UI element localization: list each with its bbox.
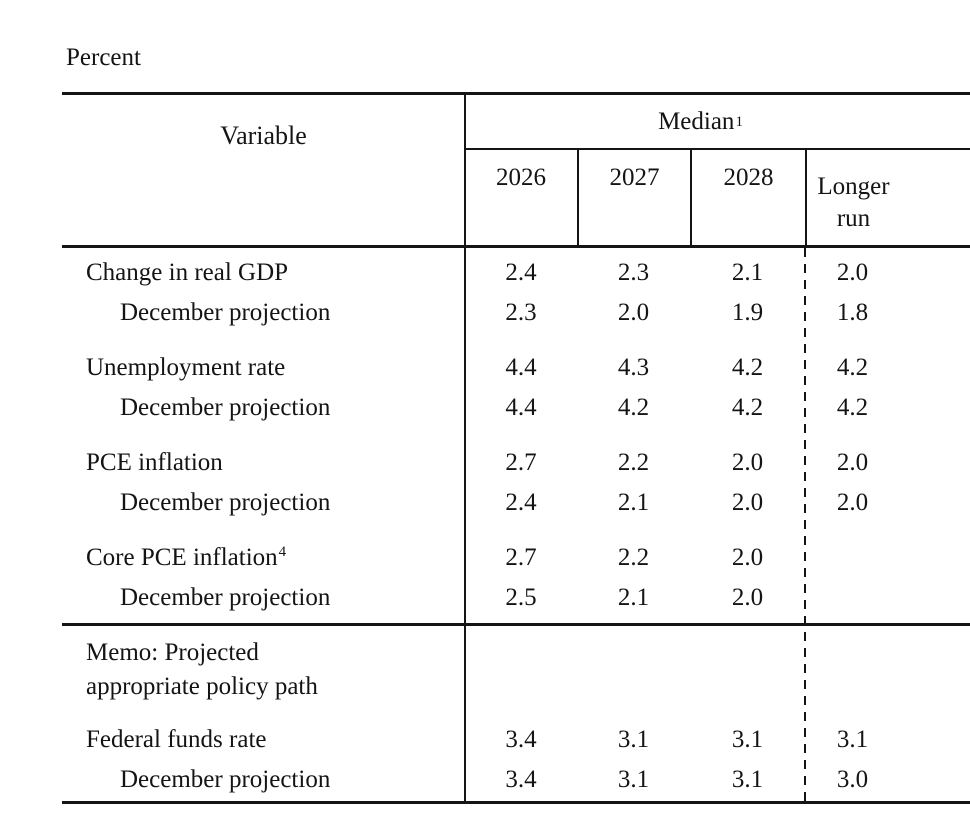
- year-header-2026: 2026: [496, 164, 546, 191]
- table-body: Change in real GDP 2.4 2.3 2.1 2.0 Decem…: [62, 248, 970, 623]
- cell-2028: 2.0: [731, 584, 764, 611]
- cell-2027: 4.2: [617, 394, 650, 421]
- cell-2026: 2.5: [505, 584, 537, 611]
- cell-longer-run: 3.1: [836, 726, 869, 753]
- cell-2028: 2.0: [731, 449, 764, 476]
- longer-run-line2: run: [836, 204, 871, 232]
- cell-2027: 2.2: [617, 544, 650, 571]
- row-label: December projection: [120, 489, 331, 516]
- cell-2028: 4.2: [731, 394, 764, 421]
- cell-2027: 4.3: [617, 354, 650, 381]
- cell-longer-run: 2.0: [836, 489, 869, 516]
- cell-longer-run: 4.2: [836, 394, 869, 421]
- row-label: Federal funds rate: [86, 726, 267, 753]
- row-label: PCE inflation: [86, 449, 223, 476]
- cell-2027: 3.1: [617, 726, 650, 753]
- row-label: December projection: [120, 394, 331, 421]
- table-row-federal-funds-december: December projection 3.4 3.1 3.1 3.0: [62, 760, 970, 800]
- header-bottom-rule: [62, 245, 970, 248]
- memo-section-rule: [62, 623, 970, 626]
- year-header-longer-run: Longer run: [805, 150, 970, 245]
- memo-label: Memo: Projected appropriate policy path: [62, 636, 970, 704]
- memo-line2: appropriate policy path: [86, 673, 318, 700]
- table-row-unemployment-december: December projection 4.4 4.2 4.2 4.2: [62, 388, 970, 428]
- row-label-text: Core PCE inflation: [86, 544, 278, 571]
- table-header: Variable Median 1 2026 2027 2028 Longer r…: [62, 95, 970, 245]
- variable-column-divider: [464, 92, 466, 804]
- year-header-2028: 2028: [690, 150, 805, 245]
- median-header-text: Median: [658, 107, 735, 135]
- variable-header: Variable: [220, 121, 307, 150]
- cell-2028: 4.2: [731, 354, 764, 381]
- table-row-gdp: Change in real GDP 2.4 2.3 2.1 2.0: [62, 253, 970, 293]
- economic-projections-table: Variable Median 1 2026 2027 2028 Longer r…: [62, 92, 970, 804]
- table-bottom-rule: [62, 801, 970, 804]
- table-row-core-pce-inflation: Core PCE inflation4 2.7 2.2 2.0: [62, 538, 970, 578]
- row-label: Core PCE inflation4: [62, 544, 465, 572]
- cell-longer-run: 2.0: [836, 259, 869, 286]
- memo-line1: Memo: Projected: [86, 639, 259, 666]
- median-underline-rule: [465, 148, 970, 150]
- longer-run-line1: Longer: [817, 173, 890, 201]
- table-row-core-pce-december: December projection 2.5 2.1 2.0: [62, 578, 970, 618]
- cell-2028: 3.1: [731, 766, 764, 793]
- median-header: Median 1: [658, 107, 743, 135]
- cell-2028: 3.1: [731, 726, 764, 753]
- cell-2027: 3.1: [617, 766, 650, 793]
- cell-2026: 2.4: [505, 489, 537, 516]
- cell-2027: 2.1: [617, 489, 650, 516]
- unit-label: Percent: [66, 44, 141, 71]
- median-header-group: Median 1 2026 2027 2028 Longer run: [465, 95, 970, 245]
- table-row-pce-inflation-december: December projection 2.4 2.1 2.0 2.0: [62, 483, 970, 523]
- cell-2026: 3.4: [505, 766, 537, 793]
- row-label: December projection: [120, 299, 331, 326]
- cell-2027: 2.2: [617, 449, 650, 476]
- table-row-gdp-december: December projection 2.3 2.0 1.9 1.8: [62, 293, 970, 333]
- memo-section: Memo: Projected appropriate policy path …: [62, 626, 970, 801]
- cell-2026: 2.4: [505, 259, 537, 286]
- row-label: Unemployment rate: [86, 354, 286, 381]
- cell-2028: 2.1: [731, 259, 764, 286]
- table-row-pce-inflation: PCE inflation 2.7 2.2 2.0 2.0: [62, 443, 970, 483]
- cell-longer-run: 4.2: [836, 354, 869, 381]
- cell-2027: 2.0: [617, 299, 650, 326]
- cell-2026: 4.4: [505, 354, 537, 381]
- table-row-unemployment: Unemployment rate 4.4 4.3 4.2 4.2: [62, 348, 970, 388]
- table-row-federal-funds: Federal funds rate 3.4 3.1 3.1 3.1: [62, 720, 970, 760]
- cell-2026: 3.4: [505, 726, 537, 753]
- cell-longer-run: 1.8: [836, 299, 869, 326]
- table-top-rule: [62, 92, 970, 95]
- core-pce-footnote-marker: 4: [278, 543, 287, 560]
- year-header-row: 2026 2027 2028 Longer run: [465, 150, 970, 245]
- cell-longer-run: 3.0: [836, 766, 869, 793]
- cell-2026: 2.7: [505, 449, 537, 476]
- cell-2028: 2.0: [731, 489, 764, 516]
- cell-2028: 2.0: [731, 544, 764, 571]
- cell-2027: 2.3: [617, 259, 650, 286]
- longer-run-dashed-divider: [804, 248, 806, 801]
- cell-2026: 2.3: [505, 299, 537, 326]
- cell-longer-run: 2.0: [836, 449, 869, 476]
- cell-2026: 2.7: [505, 544, 537, 571]
- row-label: December projection: [120, 584, 331, 611]
- cell-2027: 2.1: [617, 584, 650, 611]
- row-label: December projection: [120, 766, 331, 793]
- cell-2026: 4.4: [505, 394, 537, 421]
- cell-2028: 1.9: [731, 299, 764, 326]
- year-header-2027: 2027: [577, 150, 690, 245]
- row-label: Change in real GDP: [86, 259, 289, 286]
